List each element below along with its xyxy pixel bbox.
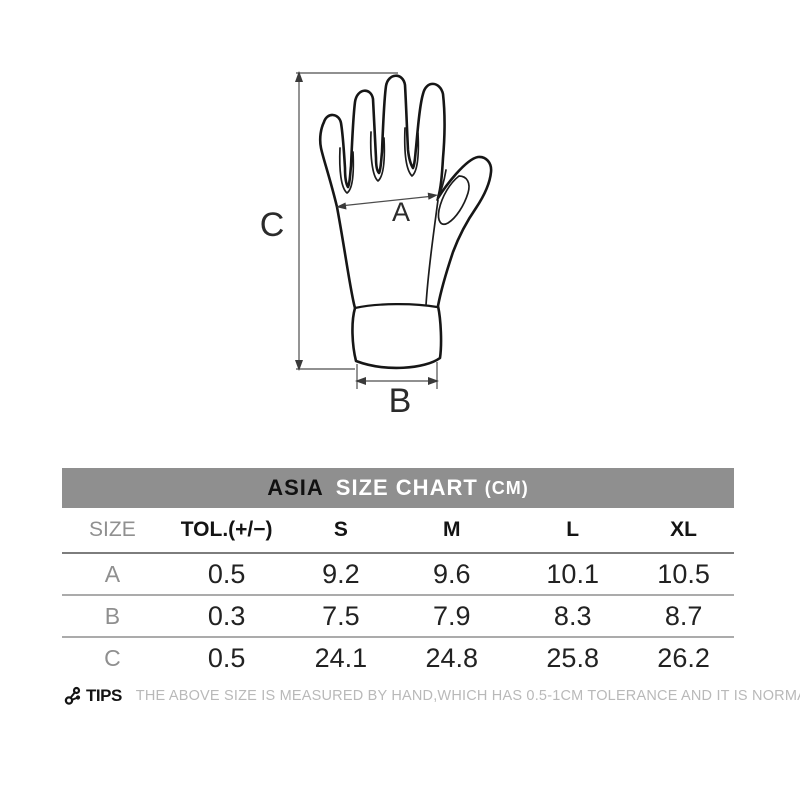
col-header-m: M: [442, 518, 461, 541]
a-arrow-line: [339, 195, 435, 207]
a-arrowhead-right: [427, 192, 438, 200]
cell-xl: 8.7: [664, 600, 703, 631]
cell-s: 24.1: [314, 643, 368, 673]
cell-s: 7.5: [322, 600, 360, 631]
region-label: ASIA: [267, 475, 324, 500]
measurement-c-label: C: [260, 206, 285, 244]
c-arrowhead-down: [295, 360, 303, 371]
size-table-row-a: A 0.5 9.2 9.6 10.1 10.5: [62, 553, 734, 595]
glove-measurement-diagram: C A B: [260, 71, 493, 420]
col-header-s: S: [333, 518, 348, 541]
cell-tolerance: 0.5: [207, 558, 246, 589]
a-arrowhead-left: [336, 202, 347, 210]
c-arrowhead-up: [295, 71, 303, 82]
cell-m: 24.8: [425, 643, 479, 673]
size-chart-title-bar: ASIA SIZE CHART (CM): [62, 468, 734, 508]
measurement-a: A: [336, 192, 438, 227]
fourchette-2: [369, 131, 386, 182]
tips-label: TIPS: [86, 686, 122, 705]
row-label: B: [104, 602, 121, 629]
share-molecule-icon: [64, 686, 81, 705]
col-header-xl: XL: [670, 518, 697, 541]
cell-tolerance: 0.5: [207, 643, 246, 673]
measurement-b: B: [355, 362, 439, 420]
size-chart-title: SIZE CHART: [335, 475, 478, 500]
cell-tolerance: 0.3: [207, 600, 246, 631]
measurement-b-label: B: [389, 382, 412, 420]
row-label: A: [104, 560, 121, 587]
cuff-top-line: [353, 303, 439, 310]
col-header-size: SIZE: [89, 518, 136, 541]
tips-text: THE ABOVE SIZE IS MEASURED BY HAND,WHICH…: [135, 688, 800, 704]
row-label: C: [104, 645, 121, 671]
cell-l: 25.8: [546, 643, 599, 673]
cell-xl: 10.5: [657, 558, 710, 589]
size-table-header-row: SIZE TOL.(+/−) S M L XL: [62, 508, 734, 553]
glove-seams: [338, 127, 470, 306]
b-arrowhead-left: [355, 377, 366, 385]
col-header-l: L: [566, 518, 580, 541]
thumb-gusset: [437, 175, 470, 226]
cell-m: 7.9: [432, 600, 471, 631]
cell-xl: 26.2: [657, 643, 710, 673]
measurement-a-label: A: [392, 197, 410, 227]
glove-outline: [318, 74, 493, 370]
col-header-tolerance: TOL.(+/−): [180, 518, 273, 541]
cell-m: 9.6: [432, 558, 471, 589]
unit-label: (CM): [484, 477, 529, 498]
fourchette-1: [338, 147, 355, 194]
size-table-row-b: B 0.3 7.5 7.9 8.3 8.7: [62, 595, 734, 637]
tips-footer: TIPS THE ABOVE SIZE IS MEASURED BY HAND,…: [64, 684, 800, 708]
size-table: SIZE TOL.(+/−) S M L XL A 0.5 9.2 9.6 10…: [62, 508, 734, 679]
size-table-row-c: C 0.5 24.1 24.8 25.8 26.2: [62, 637, 734, 679]
b-arrowhead-right: [428, 377, 439, 385]
thumb-seam: [425, 199, 439, 306]
thumb-fourchette: [436, 169, 447, 201]
measurement-c: C: [260, 71, 398, 371]
cell-s: 9.2: [322, 558, 360, 589]
fourchette-3: [403, 127, 420, 177]
cell-l: 10.1: [546, 558, 599, 589]
cell-l: 8.3: [553, 600, 592, 631]
